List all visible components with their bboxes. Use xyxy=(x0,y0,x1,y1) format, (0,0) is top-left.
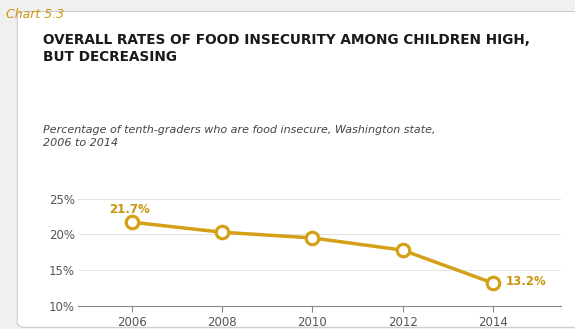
Text: Percentage of tenth-graders who are food insecure, Washington state,
2006 to 201: Percentage of tenth-graders who are food… xyxy=(43,125,436,148)
FancyBboxPatch shape xyxy=(17,12,575,327)
Text: 13.2%: 13.2% xyxy=(505,275,546,288)
Text: OVERALL RATES OF FOOD INSECURITY AMONG CHILDREN HIGH,
BUT DECREASING: OVERALL RATES OF FOOD INSECURITY AMONG C… xyxy=(43,33,530,63)
Text: Chart 5.3: Chart 5.3 xyxy=(6,8,64,21)
Text: 21.7%: 21.7% xyxy=(109,203,150,216)
